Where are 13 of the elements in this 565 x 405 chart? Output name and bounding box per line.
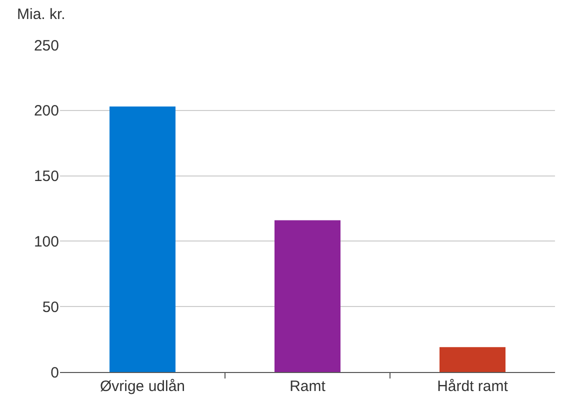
y-axis-title: Mia. kr. <box>17 6 66 23</box>
y-tick-label: 200 <box>34 102 59 120</box>
y-tick-label: 150 <box>34 168 59 186</box>
y-tick-label: 0 <box>50 364 59 382</box>
x-tick-label: Ramt <box>290 378 326 395</box>
x-tick-label: Hårdt ramt <box>437 378 509 395</box>
x-tick-label: Øvrige udlån <box>100 378 186 395</box>
y-tick-label: 250 <box>34 37 59 54</box>
y-tick-label: 100 <box>34 233 59 250</box>
bar <box>274 220 340 372</box>
y-tick-label: 50 <box>42 298 59 316</box>
bar <box>110 106 176 372</box>
bar <box>440 347 506 372</box>
